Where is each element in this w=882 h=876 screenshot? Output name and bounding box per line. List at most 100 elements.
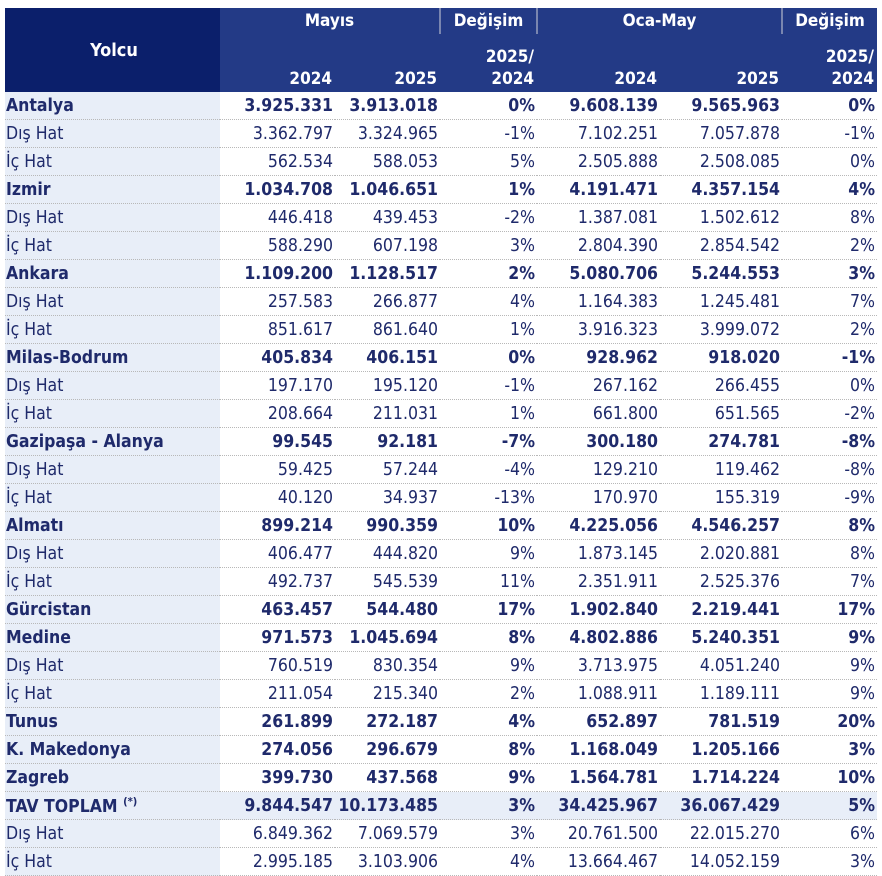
- cell-value: 197.170: [220, 371, 335, 400]
- cell-value: 3.362.797: [220, 119, 335, 148]
- cell-value: -8%: [782, 427, 878, 456]
- cell-value: 2.525.376: [660, 567, 783, 596]
- cell-value: 0%: [440, 92, 537, 120]
- row-label-text: Medine: [6, 627, 71, 648]
- cell-value: 1.045.694: [335, 623, 440, 652]
- cell-value: 36.067.429: [660, 791, 783, 820]
- table-row: Gazipaşa - Alanya 99.545 92.181 -7% 300.180 2…: [5, 427, 878, 456]
- cell-value: 2%: [440, 679, 537, 708]
- header-2024-b: 2024: [537, 34, 660, 92]
- cell-value: 492.737: [220, 567, 335, 596]
- cell-value: -1%: [782, 343, 878, 372]
- cell-value: 2%: [782, 231, 878, 260]
- cell-value: 652.897: [537, 707, 660, 736]
- table-row: Ankara 1.109.200 1.128.517 2% 5.080.706 5.244…: [5, 259, 878, 288]
- cell-value: 0%: [440, 343, 537, 372]
- cell-value: 155.319: [660, 483, 783, 512]
- cell-value: 5%: [440, 147, 537, 176]
- header-2025-b: 2025: [660, 34, 783, 92]
- cell-value: 22.015.270: [660, 819, 783, 848]
- cell-value: 195.120: [335, 371, 440, 400]
- row-label-text: Tunus: [6, 711, 58, 732]
- table-row: Milas-Bodrum 405.834 406.151 0% 928.962 918.0…: [5, 343, 878, 372]
- table-row: Gürcistan 463.457 544.480 17% 1.902.840 2.219…: [5, 595, 878, 624]
- row-label: İç Hat: [5, 679, 220, 708]
- row-label: TAV TOPLAM (*): [5, 791, 220, 820]
- cell-value: 3.324.965: [335, 119, 440, 148]
- cell-value: 8%: [782, 539, 878, 568]
- cell-value: 92.181: [335, 427, 440, 456]
- row-label-text: TAV TOPLAM: [6, 796, 118, 817]
- cell-value: 830.354: [335, 651, 440, 680]
- row-label: Tunus: [5, 707, 220, 736]
- row-label-text: İç Hat: [6, 571, 52, 592]
- row-label-text: Dış Hat: [6, 823, 64, 844]
- ratio-top: 2025/: [825, 47, 875, 67]
- table-row: Medine 971.573 1.045.694 8% 4.802.886 5.240.3…: [5, 623, 878, 652]
- cell-value: 4%: [782, 175, 878, 204]
- cell-value: 1.387.081: [537, 203, 660, 232]
- row-label-text: Almatı: [6, 515, 64, 536]
- row-label-text: Milas-Bodrum: [6, 347, 129, 368]
- cell-value: -1%: [440, 119, 537, 148]
- cell-value: 651.565: [660, 399, 783, 428]
- cell-value: 2.219.441: [660, 595, 783, 624]
- cell-value: 1.902.840: [537, 595, 660, 624]
- header-change-2: Değişim: [781, 8, 878, 34]
- cell-value: 3%: [440, 791, 537, 820]
- row-label-text: Dış Hat: [6, 543, 64, 564]
- cell-value: 17%: [440, 595, 537, 624]
- cell-value: 2.505.888: [537, 147, 660, 176]
- cell-value: 588.053: [335, 147, 440, 176]
- cell-value: 1%: [440, 315, 537, 344]
- table-row: İç Hat 40.120 34.937 -13% 170.970 155.319 -9%: [5, 483, 878, 512]
- cell-value: 266.455: [660, 371, 783, 400]
- cell-value: 272.187: [335, 707, 440, 736]
- header-ratio-a: 2025/2024: [440, 34, 537, 92]
- cell-value: 3.103.906: [335, 847, 440, 876]
- cell-value: 0%: [782, 92, 878, 120]
- table-row: Dış Hat 257.583 266.877 4% 1.164.383 1.245.48…: [5, 287, 878, 316]
- cell-value: 1.189.111: [660, 679, 783, 708]
- table-row: Antalya 3.925.331 3.913.018 0% 9.608.139 9.56…: [5, 92, 878, 120]
- cell-value: 2.854.542: [660, 231, 783, 260]
- cell-value: 562.534: [220, 147, 335, 176]
- cell-value: 296.679: [335, 735, 440, 764]
- table-row: Izmir 1.034.708 1.046.651 1% 4.191.471 4.357.…: [5, 175, 878, 204]
- table-row: İç Hat 492.737 545.539 11% 2.351.911 2.525.37…: [5, 567, 878, 596]
- cell-value: 9%: [782, 623, 878, 652]
- row-label: Dış Hat: [5, 539, 220, 568]
- table-row: İç Hat 562.534 588.053 5% 2.505.888 2.508.085…: [5, 147, 878, 176]
- cell-value: 10.173.485: [335, 791, 440, 820]
- cell-value: 899.214: [220, 511, 335, 540]
- passenger-table: Yolcu Mayıs Değişim Oca-May Değişim 2024…: [5, 8, 878, 876]
- cell-value: 3%: [440, 231, 537, 260]
- cell-value: 861.640: [335, 315, 440, 344]
- cell-value: 2.020.881: [660, 539, 783, 568]
- cell-value: 1.034.708: [220, 175, 335, 204]
- cell-value: 2.804.390: [537, 231, 660, 260]
- cell-value: -8%: [782, 455, 878, 484]
- cell-value: 211.054: [220, 679, 335, 708]
- table-row: İç Hat 208.664 211.031 1% 661.800 651.565 -2%: [5, 399, 878, 428]
- row-label-text: İç Hat: [6, 683, 52, 704]
- cell-value: 119.462: [660, 455, 783, 484]
- cell-value: 2%: [440, 259, 537, 288]
- header-change-1: Değişim: [439, 8, 537, 34]
- row-label-text: Antalya: [6, 95, 74, 116]
- header-2024-a: 2024: [220, 34, 335, 92]
- cell-value: 1.873.145: [537, 539, 660, 568]
- row-label: İç Hat: [5, 147, 220, 176]
- cell-value: 59.425: [220, 455, 335, 484]
- cell-value: 7%: [782, 567, 878, 596]
- cell-value: 2%: [782, 315, 878, 344]
- row-label-text: Gürcistan: [6, 599, 92, 620]
- cell-value: 4%: [440, 287, 537, 316]
- row-label-text: İç Hat: [6, 151, 52, 172]
- cell-value: 1%: [440, 175, 537, 204]
- cell-value: 129.210: [537, 455, 660, 484]
- cell-value: 7%: [782, 287, 878, 316]
- row-label-text: K. Makedonya: [6, 739, 131, 760]
- cell-value: 14.052.159: [660, 847, 783, 876]
- footnote-marker: (*): [123, 794, 138, 808]
